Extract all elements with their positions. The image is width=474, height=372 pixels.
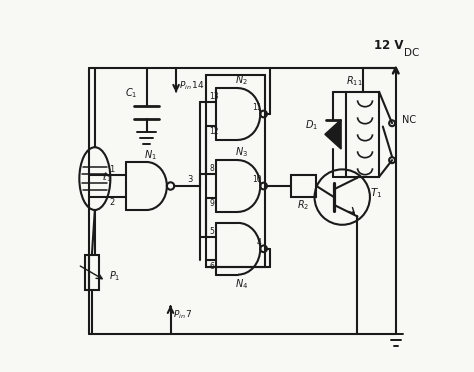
Text: NC: NC xyxy=(402,115,417,125)
Text: $P_1$: $P_1$ xyxy=(109,269,120,283)
Text: $R_{11}$: $R_{11}$ xyxy=(346,74,363,88)
Text: $T_1$: $T_1$ xyxy=(370,186,383,200)
Text: $P_{in}\,14$: $P_{in}\,14$ xyxy=(179,79,205,92)
Text: 5: 5 xyxy=(210,227,214,236)
Bar xyxy=(291,175,316,197)
Text: 3: 3 xyxy=(187,175,193,184)
Text: $\ell_1$: $\ell_1$ xyxy=(102,170,112,184)
Bar xyxy=(84,255,99,291)
Text: 11: 11 xyxy=(252,103,262,112)
Text: 8: 8 xyxy=(210,164,214,173)
Text: $R_2$: $R_2$ xyxy=(297,198,310,212)
Text: 9: 9 xyxy=(210,199,214,208)
Text: 6: 6 xyxy=(210,262,214,271)
Text: 10: 10 xyxy=(252,175,262,184)
Text: 12 V: 12 V xyxy=(374,39,404,52)
Text: $N_1$: $N_1$ xyxy=(144,148,157,162)
Text: $D_1$: $D_1$ xyxy=(305,118,318,132)
Bar xyxy=(206,75,264,267)
Text: $N_4$: $N_4$ xyxy=(235,277,248,291)
Text: 4: 4 xyxy=(257,238,262,247)
Polygon shape xyxy=(325,119,341,149)
Text: DC: DC xyxy=(404,48,419,58)
Text: $N_2$: $N_2$ xyxy=(236,73,248,87)
Text: $N_3$: $N_3$ xyxy=(235,145,248,159)
Text: 2: 2 xyxy=(109,198,115,207)
Text: 12: 12 xyxy=(210,127,219,136)
Text: 1: 1 xyxy=(109,165,115,174)
Bar xyxy=(346,92,379,177)
Text: 13: 13 xyxy=(210,92,219,101)
Text: $C_1$: $C_1$ xyxy=(125,86,137,100)
Text: $P_{in}\,7$: $P_{in}\,7$ xyxy=(173,308,193,321)
